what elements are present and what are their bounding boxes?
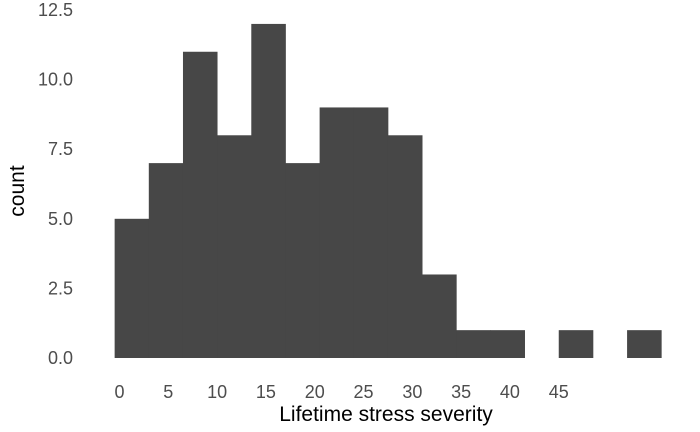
x-axis-title: Lifetime stress severity xyxy=(279,403,493,426)
histogram-bar-11 xyxy=(490,330,525,358)
histogram-bar-0 xyxy=(114,218,150,358)
x-tick-label: 15 xyxy=(256,382,276,402)
x-tick-label: 0 xyxy=(115,382,125,402)
histogram-bar-6 xyxy=(319,107,355,358)
y-axis-title: count xyxy=(6,165,29,217)
y-tick-label: 12.5 xyxy=(38,0,73,20)
x-tick-label: 10 xyxy=(207,382,227,402)
y-tick-label: 7.5 xyxy=(48,139,73,159)
histogram-bar-7 xyxy=(353,107,389,358)
x-tick-label: 35 xyxy=(451,382,471,402)
histogram-bar-13 xyxy=(558,330,594,358)
x-tick-label: 45 xyxy=(549,382,569,402)
x-tick-label: 25 xyxy=(354,382,374,402)
histogram-bars xyxy=(114,23,662,358)
histogram-bar-5 xyxy=(285,163,321,358)
histogram-bar-4 xyxy=(251,23,286,358)
histogram-bar-1 xyxy=(148,163,184,358)
x-tick-label: 40 xyxy=(500,382,520,402)
x-axis-tick-labels: 0 5 10 15 20 25 30 35 40 45 xyxy=(115,382,569,402)
histogram-bar-15 xyxy=(627,330,662,358)
histogram-bar-10 xyxy=(456,330,491,358)
histogram-bar-2 xyxy=(182,51,218,358)
y-tick-label: 5.0 xyxy=(48,209,73,229)
histogram-bar-3 xyxy=(217,135,252,358)
y-tick-label: 2.5 xyxy=(48,278,73,298)
x-tick-label: 20 xyxy=(305,382,325,402)
histogram-bar-9 xyxy=(422,274,457,358)
y-tick-label: 0.0 xyxy=(48,348,73,368)
y-tick-label: 10.0 xyxy=(38,70,73,90)
x-tick-label: 30 xyxy=(402,382,422,402)
x-tick-label: 5 xyxy=(163,382,173,402)
y-axis-tick-labels: 0.0 2.5 5.0 7.5 10.0 12.5 xyxy=(38,0,73,368)
histogram-bar-8 xyxy=(387,135,423,358)
